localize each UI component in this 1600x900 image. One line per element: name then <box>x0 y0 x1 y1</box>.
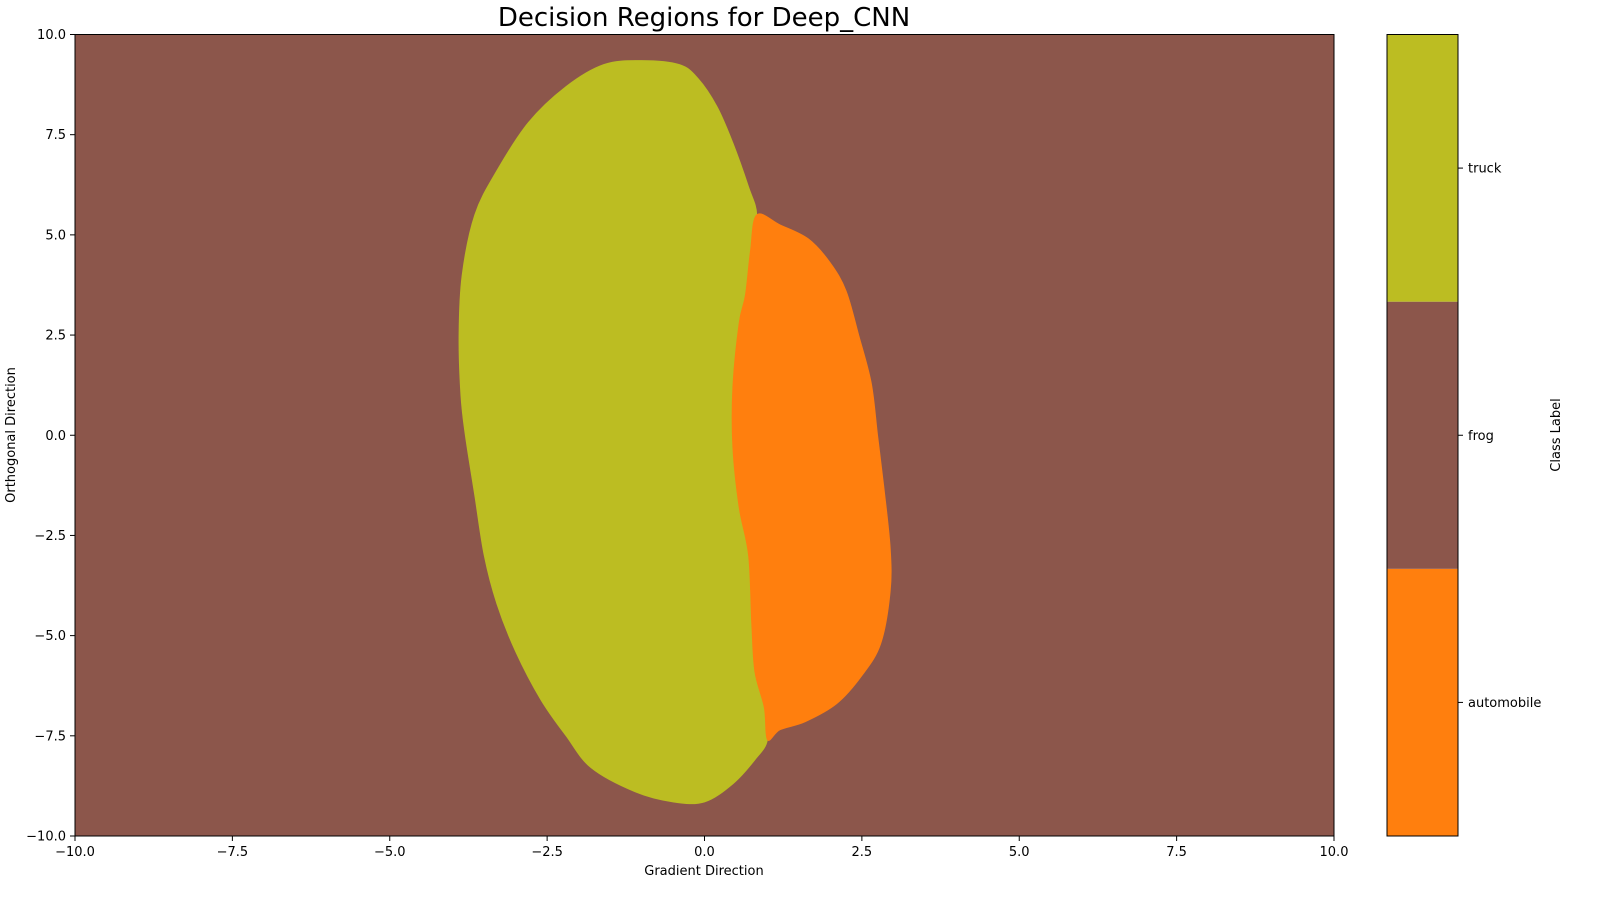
colorbar-segment-automobile <box>1387 568 1458 836</box>
chart-title: Decision Regions for Deep_CNN <box>498 3 910 33</box>
automobile-region <box>731 213 892 741</box>
x-tick-label: 0.0 <box>694 845 715 860</box>
y-axis-ticks: 10.0 7.5 5.0 2.5 0.0 −2.5 −5.0 −7.5 −10.0 <box>26 28 75 845</box>
colorbar-frame <box>1386 34 1459 837</box>
colorbar-label: Class Label <box>1549 398 1564 471</box>
x-tick-label: −2.5 <box>531 845 563 860</box>
y-tick-label: 7.5 <box>45 128 66 143</box>
y-tick-label: 10.0 <box>37 28 66 43</box>
x-tick-label: −5.0 <box>374 845 406 860</box>
y-tick-label: −2.5 <box>34 529 66 544</box>
x-axis-ticks: −10.0 −7.5 −5.0 −2.5 0.0 2.5 5.0 7.5 10.0 <box>55 836 1348 860</box>
plot-area <box>74 34 1335 837</box>
colorbar-segment-truck <box>1387 34 1458 302</box>
colorbar-tick-label: automobile <box>1468 696 1541 711</box>
y-axis-label: Orthogonal Direction <box>4 367 19 503</box>
y-tick-label: 2.5 <box>45 329 66 344</box>
colorbar: automobile frog truck <box>1386 34 1541 837</box>
y-tick-label: −10.0 <box>26 830 66 845</box>
y-tick-label: −5.0 <box>34 629 66 644</box>
colorbar-tick-label: truck <box>1468 162 1502 177</box>
y-tick-label: 0.0 <box>45 429 66 444</box>
x-tick-label: 5.0 <box>1009 845 1030 860</box>
x-tick-label: 10.0 <box>1320 845 1349 860</box>
y-tick-label: 5.0 <box>45 228 66 243</box>
colorbar-segment-frog <box>1387 301 1458 569</box>
colorbar-tick-label: frog <box>1468 429 1494 444</box>
decision-regions <box>458 60 892 805</box>
x-tick-label: 7.5 <box>1166 845 1187 860</box>
x-tick-label: 2.5 <box>852 845 873 860</box>
x-tick-label: −10.0 <box>55 845 95 860</box>
x-tick-label: −7.5 <box>217 845 249 860</box>
x-axis-label: Gradient Direction <box>644 864 763 879</box>
y-tick-label: −7.5 <box>34 729 66 744</box>
